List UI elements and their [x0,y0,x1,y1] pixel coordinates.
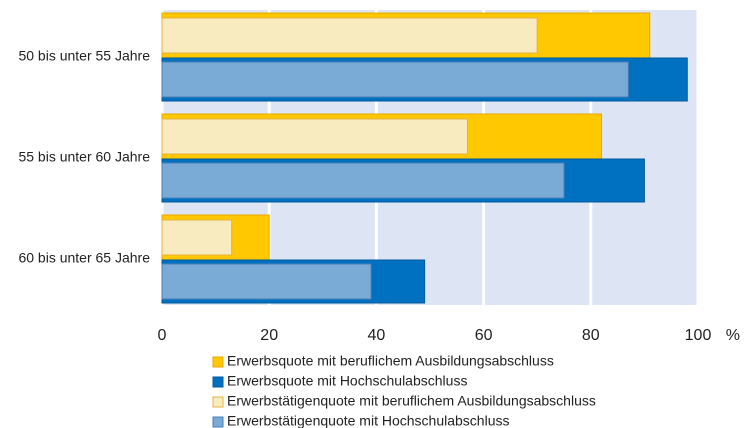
legend-label: Erwerbsquote mit beruflichem Ausbildungs… [227,353,554,369]
bar [161,118,469,155]
x-unit: % [726,327,740,344]
bar [161,61,629,98]
legend-swatch [212,396,224,408]
x-tick-label: 80 [582,327,600,344]
legend-label: Erwerbsquote mit Hochschulabschluss [227,373,467,389]
legend-label: Erwerbstätigenquote mit beruflichem Ausb… [227,393,596,409]
x-tick-label: 100 [685,327,712,344]
bar [161,17,538,54]
legend-swatch [212,356,224,368]
legend-label: Erwerbstätigenquote mit Hochschulabschlu… [227,413,509,428]
x-tick-label: 20 [260,327,278,344]
x-tick-label: 60 [475,327,493,344]
bar [161,219,233,256]
y-tick-label: 55 bis unter 60 Jahre [18,149,150,165]
x-tick-label: 40 [368,327,386,344]
x-tick-label: 0 [158,327,167,344]
bar [161,162,565,199]
legend-swatch [212,376,224,388]
legend-swatch [212,416,224,428]
bar [161,263,372,300]
y-tick-label: 60 bis unter 65 Jahre [18,250,150,266]
y-tick-label: 50 bis unter 55 Jahre [18,48,150,64]
